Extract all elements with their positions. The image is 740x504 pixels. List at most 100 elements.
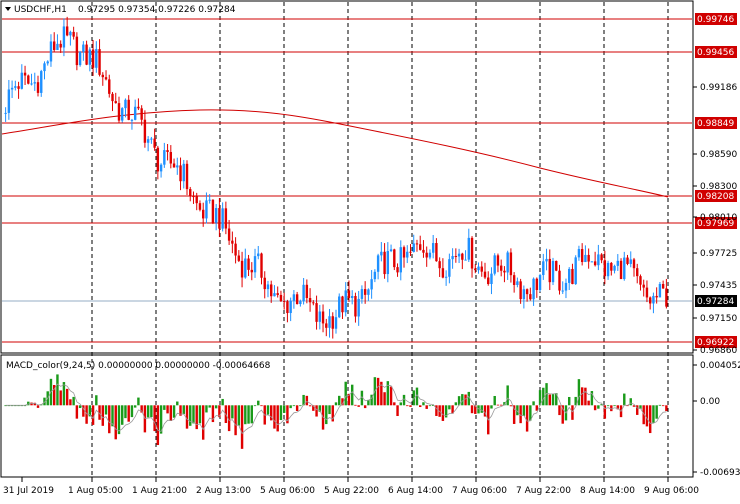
candle-body <box>40 71 43 93</box>
macd-bar <box>370 394 373 406</box>
macd-bar <box>593 405 597 411</box>
candle-body <box>289 300 292 314</box>
macd-bar <box>350 384 354 406</box>
macd-bar <box>159 405 163 434</box>
macd-bar <box>65 388 69 406</box>
candle-body <box>182 163 185 182</box>
candle-body <box>14 86 17 88</box>
macd-histogram <box>4 374 668 449</box>
macd-bar <box>470 405 474 414</box>
candle-body <box>85 44 88 65</box>
macd-bar <box>493 395 496 406</box>
chevron-down-icon[interactable] <box>5 7 11 11</box>
macd-bar <box>580 387 584 406</box>
macd-bar <box>406 405 409 407</box>
price-pane-frame <box>0 0 694 354</box>
price-scale[interactable]: 0.99186 0.98590 0.98300 0.98010 0.97725 0.974… <box>693 83 737 356</box>
macd-bar <box>276 405 279 432</box>
macd-bar <box>512 405 516 424</box>
macd-bar <box>522 405 526 416</box>
level-tag <box>695 336 737 348</box>
price-tick-label: 0.97435 <box>700 281 737 291</box>
macd-bar <box>185 405 189 429</box>
macd-bar <box>383 392 386 406</box>
candle-body <box>321 311 325 324</box>
macd-bar <box>338 395 341 406</box>
candle-body <box>380 251 383 256</box>
candle-body <box>260 253 263 278</box>
candle-body <box>580 249 584 263</box>
time-axis[interactable]: 31 Jul 2019 1 Aug 05:00 1 Aug 21:00 2 Aug 1… <box>3 477 699 496</box>
macd-bar <box>412 390 415 406</box>
candle-body <box>370 279 373 290</box>
macd-bar <box>402 394 406 406</box>
macd-bar <box>490 405 493 409</box>
candle-body <box>603 260 607 277</box>
candle-body <box>341 296 344 313</box>
macd-bar <box>606 405 610 407</box>
macd-bar <box>289 405 292 409</box>
macd-bar <box>422 402 425 406</box>
candle-body <box>568 268 571 283</box>
candle-body <box>331 316 334 329</box>
candle-body <box>198 203 202 210</box>
macd-bar <box>133 405 137 408</box>
candle-body <box>496 255 500 266</box>
candle-body <box>639 276 642 285</box>
macd-bar <box>172 405 176 418</box>
candle-body <box>519 281 522 300</box>
candle-body <box>431 243 435 253</box>
macd-bar <box>299 405 302 407</box>
candle-body <box>305 284 309 299</box>
macd-bar <box>101 405 105 426</box>
candle-body <box>36 82 40 93</box>
macd-bar <box>43 397 46 406</box>
candle-body <box>512 275 516 285</box>
candle-body <box>101 74 104 78</box>
candle-body <box>192 196 195 198</box>
candle-body <box>227 228 231 241</box>
macd-bar <box>52 385 56 406</box>
time-label: 9 Aug 06:00 <box>644 486 699 496</box>
candle-body <box>467 237 470 260</box>
price-tick-label: 0.98300 <box>700 182 737 192</box>
price-tick-label: 0.98590 <box>700 150 737 160</box>
macd-label: MACD_color(9,24,5) 0.00000000 0.00000000… <box>6 361 271 371</box>
macd-bar <box>82 405 85 417</box>
macd-bar <box>117 405 121 435</box>
candle-body <box>428 252 432 258</box>
macd-bar <box>33 402 36 406</box>
candle-body <box>150 138 153 140</box>
macd-bar <box>59 390 62 406</box>
macd-bar <box>431 405 435 406</box>
candle-body <box>121 108 124 121</box>
candle-body <box>542 261 545 276</box>
candle-body <box>234 243 237 256</box>
macd-bar <box>176 401 179 406</box>
candle-body <box>75 36 79 66</box>
candle-body <box>648 297 652 304</box>
macd-bar <box>137 397 140 406</box>
level-tag <box>695 217 737 229</box>
time-label: 8 Aug 14:00 <box>580 486 635 496</box>
macd-scale[interactable]: 0.0040524 0.00 -0.006937 <box>693 361 740 478</box>
candle-body <box>211 199 215 223</box>
time-label: 7 Aug 22:00 <box>516 486 571 496</box>
macd-bar <box>325 405 328 425</box>
macd-bar <box>545 383 548 406</box>
macd-bar <box>396 405 399 417</box>
candle-body <box>629 259 632 264</box>
candle-body <box>247 258 250 270</box>
macd-bar <box>166 405 169 414</box>
macd-bar <box>20 405 24 407</box>
candle-body <box>273 293 276 297</box>
macd-bar <box>108 405 111 434</box>
candle-body <box>257 253 260 257</box>
moving-average-curve <box>1 109 669 198</box>
candle-body <box>30 83 33 85</box>
macd-bar <box>363 405 367 409</box>
candle-body <box>590 261 594 263</box>
macd-bar <box>221 398 224 406</box>
